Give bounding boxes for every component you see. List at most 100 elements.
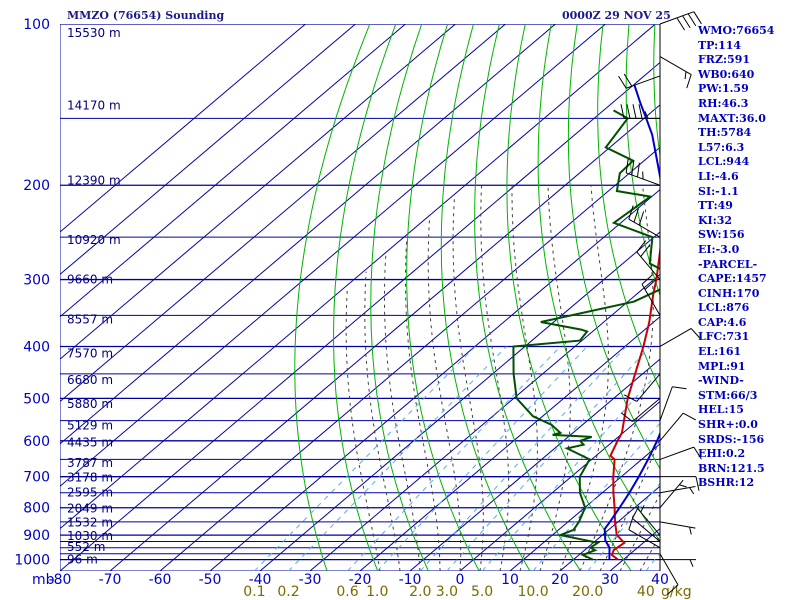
mixing-ratio-line (532, 422, 660, 571)
wind-barb-feather (638, 104, 643, 119)
wind-barb-feather (695, 476, 700, 491)
temp-label-40: 40 (651, 572, 669, 588)
index-item: EHI:0.2 (698, 447, 746, 461)
pressure-label-100: 100 (23, 17, 50, 33)
temp-label--80: -80 (49, 572, 72, 588)
wind-barb-feather (689, 526, 692, 535)
isotherm--20 (359, 316, 660, 571)
mixing-ratio-line (347, 346, 561, 571)
dry-adiabat (625, 24, 660, 297)
wind-barb (625, 158, 661, 186)
isotherm--50 (209, 188, 660, 571)
wind-barb-feather (631, 160, 635, 176)
height-label: 3178 m (67, 471, 113, 485)
sounding-time: 0000Z 29 NOV 25 (562, 9, 671, 22)
wind-barb-feather (632, 104, 637, 119)
wind-barb-staff (659, 521, 696, 529)
isotherm--130 (60, 24, 456, 360)
temp-label--20: -20 (349, 572, 372, 588)
temp-label--10: -10 (399, 572, 422, 588)
wind-barb-feather (684, 71, 687, 80)
wind-barb-feather (689, 487, 695, 495)
pressure-label-600: 600 (23, 434, 50, 450)
pressure-label-500: 500 (23, 391, 50, 407)
wind-barb-feather (687, 13, 697, 27)
wind-barb-feather (628, 205, 634, 220)
index-item: FRZ:591 (698, 53, 751, 67)
height-label: 4435 m (67, 436, 113, 450)
dry-adiabat (597, 24, 660, 391)
height-label: 14170 m (67, 99, 121, 113)
wind-barb-staff (641, 284, 661, 316)
wind-barb-feather (640, 505, 645, 513)
height-label: 2595 m (67, 486, 113, 500)
moist-adiabat (452, 196, 484, 571)
temp-label-20: 20 (551, 572, 569, 588)
height-label: 6680 m (67, 373, 113, 387)
mixing-ratio-line (288, 346, 507, 571)
dry-adiabat (567, 24, 660, 470)
mixing-ratio-line (446, 346, 651, 571)
wind-barb (659, 386, 687, 421)
wind-barb (620, 398, 661, 422)
index-item: KI:32 (698, 213, 733, 227)
index-item: EL:161 (698, 345, 742, 359)
wind-barb-feather (626, 104, 631, 119)
wind-barb (628, 205, 661, 238)
wind-barb-feather (644, 111, 649, 119)
wind-barb-staff (659, 553, 679, 586)
height-label: 3787 m (67, 456, 113, 470)
wind-barb (659, 446, 702, 460)
height-label: 5129 m (67, 419, 113, 433)
isotherm--120 (60, 24, 506, 403)
wind-barb (660, 476, 700, 491)
wind-barb-feather (620, 412, 633, 422)
mixing-ratio-label: 1.0 (366, 584, 388, 600)
mixing-ratio-line (254, 346, 476, 571)
index-item: CAP:4.6 (698, 315, 747, 329)
isotherm--30 (309, 273, 660, 571)
dry-adiabat (537, 24, 660, 542)
temp-label--30: -30 (299, 572, 322, 588)
wind-barb-feather (633, 208, 639, 223)
index-item: SI:-1.1 (698, 184, 739, 198)
index-item: BSHR:12 (698, 476, 755, 490)
index-item: PW:1.59 (698, 82, 749, 96)
index-item: SW:156 (698, 228, 745, 242)
wind-barb-feather (682, 15, 691, 29)
index-item: TH:5784 (698, 126, 752, 140)
index-item: TT:49 (698, 199, 733, 213)
isotherm--140 (60, 24, 406, 318)
index-item: LFC:731 (698, 330, 750, 344)
isotherm--160 (60, 24, 306, 233)
temp-label-10: 10 (501, 572, 519, 588)
dry-adiabat (406, 24, 480, 571)
plot-frame (60, 24, 660, 571)
wind-barb-feather (672, 386, 687, 390)
wind-barb (636, 240, 661, 280)
wind-barb (628, 515, 661, 549)
height-label: 96 m (67, 553, 98, 567)
wind-barb-feather (690, 328, 702, 340)
height-label: 7570 m (67, 346, 113, 360)
moist-adiabat (405, 237, 441, 571)
index-item: BRN:121.5 (698, 461, 765, 475)
wind-barb-staff (636, 373, 661, 402)
isotherm--150 (60, 24, 356, 276)
height-label: 10920 m (67, 233, 121, 247)
wind-barb-feather (686, 74, 692, 89)
index-item: WB0:640 (698, 67, 755, 81)
mixing-ratio-line (481, 369, 660, 571)
wind-barb-feather (682, 412, 697, 421)
mixing-ratio-label: 40 (637, 584, 655, 600)
indices-panel: WMO:76654 TP:114 FRZ:591 WB0:640 PW:1.59 RH:4… (698, 24, 800, 491)
wind-barb-feather (667, 584, 679, 595)
moist-adiabat (480, 185, 510, 571)
dry-adiabat (474, 24, 582, 571)
wind-barb-feather (638, 211, 645, 226)
mixing-ratio-line (419, 346, 627, 571)
mixing-ratio-label: 10.0 (517, 584, 548, 600)
mixing-ratio-label: 20.0 (572, 584, 603, 600)
wind-barb-feather (636, 240, 647, 253)
wind-barb (659, 479, 687, 509)
